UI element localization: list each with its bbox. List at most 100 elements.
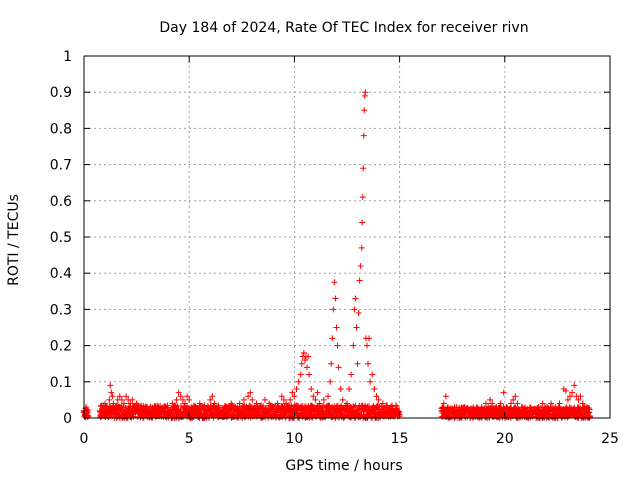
data-point [543, 404, 550, 411]
data-point [577, 393, 584, 400]
data-point [133, 400, 140, 407]
data-point [106, 396, 113, 403]
axis-ticks [83, 55, 611, 419]
data-point [356, 277, 363, 284]
data-point [257, 404, 264, 411]
data-point [298, 360, 305, 367]
data-point [339, 396, 346, 403]
x-tick-label: 25 [601, 431, 619, 447]
data-point [173, 396, 180, 403]
data-point [266, 400, 273, 407]
data-point [108, 389, 115, 396]
data-point [135, 404, 142, 411]
data-point [500, 389, 507, 396]
data-point [186, 396, 193, 403]
data-point [487, 396, 494, 403]
data-point [556, 400, 563, 407]
data-point [184, 393, 191, 400]
data-point [348, 371, 355, 378]
data-point [470, 404, 477, 411]
data-point [320, 396, 327, 403]
noise-point [587, 413, 594, 420]
data-point [110, 400, 117, 407]
data-point [360, 132, 367, 139]
data-point [289, 389, 296, 396]
data-point [379, 400, 386, 407]
data-point [369, 371, 376, 378]
data-point [440, 400, 447, 407]
data-point [373, 393, 380, 400]
data-point [332, 295, 339, 302]
data-point [236, 400, 243, 407]
x-tick-label: 5 [185, 431, 194, 447]
data-point [295, 378, 302, 385]
data-point [148, 407, 155, 414]
data-point [325, 393, 332, 400]
data-point [489, 400, 496, 407]
data-point [585, 409, 592, 416]
data-point [363, 342, 370, 349]
data-point [383, 404, 390, 411]
y-tick-label: 0.3 [50, 302, 72, 318]
data-point [367, 378, 374, 385]
data-point [357, 262, 364, 269]
data-point [200, 404, 207, 411]
x-tick-label: 15 [391, 431, 409, 447]
data-point [112, 404, 119, 411]
data-point [118, 396, 125, 403]
data-point [245, 393, 252, 400]
data-point [329, 335, 336, 342]
grid-lines [84, 56, 610, 418]
data-point [312, 396, 319, 403]
data-point [144, 404, 151, 411]
y-tick-label: 0.4 [50, 266, 72, 282]
data-point [571, 382, 578, 389]
data-point [127, 400, 134, 407]
data-point [366, 335, 373, 342]
data-point [334, 342, 341, 349]
data-point [359, 194, 366, 201]
data-point [207, 396, 214, 403]
data-point [337, 386, 344, 393]
data-point [300, 349, 307, 356]
data-point [497, 400, 504, 407]
data-point [392, 411, 399, 418]
data-point [327, 378, 334, 385]
data-point [457, 407, 464, 414]
x-tick-label: 20 [496, 431, 514, 447]
y-tick-label: 0.8 [50, 121, 72, 137]
data-point [548, 400, 555, 407]
data-point [129, 396, 136, 403]
data-point [512, 393, 519, 400]
data-point [361, 107, 368, 114]
data-point [352, 295, 359, 302]
data-point [562, 387, 569, 394]
x-tick-labels: 0 5 10 15 20 25 [80, 431, 619, 447]
data-point [531, 407, 538, 414]
data-point [579, 400, 586, 407]
data-point [527, 404, 534, 411]
data-point [371, 386, 378, 393]
data-point [539, 400, 546, 407]
x-tick-label: 10 [285, 431, 303, 447]
data-point [211, 400, 218, 407]
data-point [160, 404, 167, 411]
data-point [330, 306, 337, 313]
data-point [328, 360, 335, 367]
data-point [196, 400, 203, 407]
data-point [567, 393, 574, 400]
data-point [123, 393, 130, 400]
data-point [215, 404, 222, 411]
data-point [109, 393, 116, 400]
y-tick-label: 0.1 [50, 375, 72, 391]
data-point [359, 219, 366, 226]
data-point [219, 407, 226, 414]
data-point [282, 400, 289, 407]
data-point [493, 404, 500, 411]
data-point [304, 364, 311, 371]
data-point [179, 396, 186, 403]
data-point [228, 400, 235, 407]
data-point [362, 89, 369, 96]
data-point [116, 393, 123, 400]
data-point [165, 407, 172, 414]
